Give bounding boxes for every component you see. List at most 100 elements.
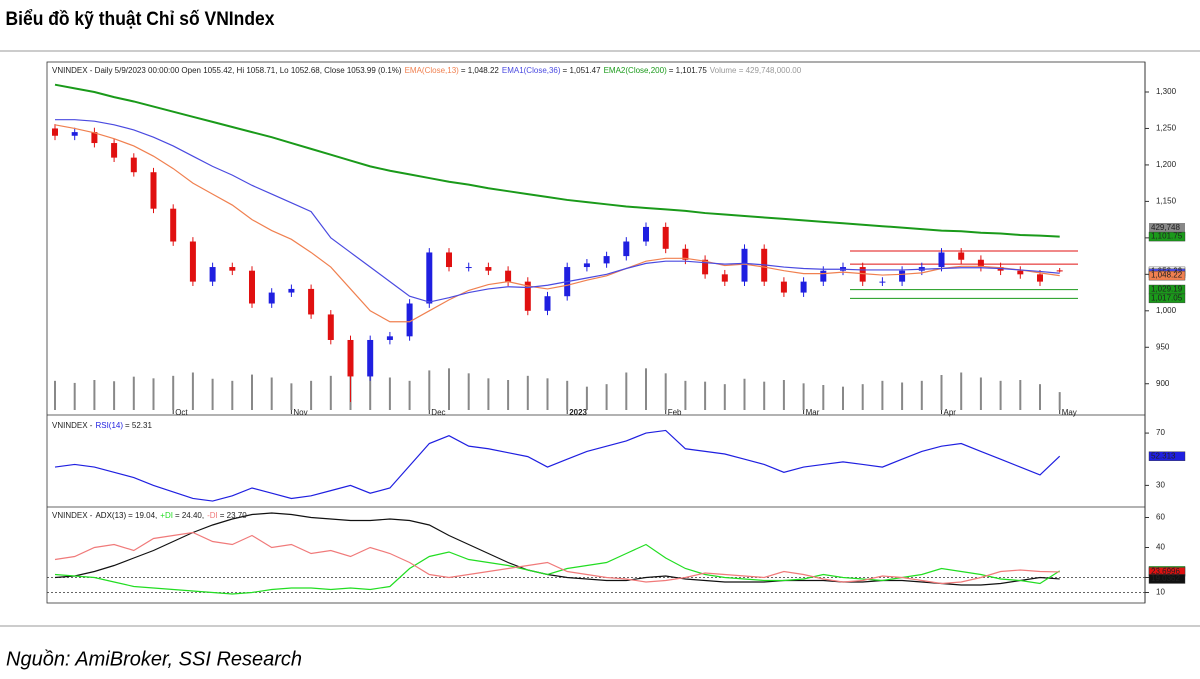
volume-bar <box>723 384 726 410</box>
volume-bar <box>979 377 982 410</box>
candle-body <box>367 339 374 377</box>
y-tick-label: 950 <box>1156 342 1170 351</box>
title: Biểu đồ kỹ thuật Chỉ số VNIndex <box>6 7 276 29</box>
volume-bar <box>684 380 687 410</box>
legend-value: = 1,051.47 <box>563 66 602 75</box>
series-line <box>54 543 1061 595</box>
value-tag-box <box>1148 231 1186 242</box>
volume-bar <box>743 378 746 410</box>
volume-bar <box>487 378 490 410</box>
volume-bar <box>940 375 943 410</box>
candle-body <box>170 208 177 242</box>
volume-bar <box>901 382 904 410</box>
source: Nguồn: AmiBroker, SSI Research <box>6 648 302 670</box>
candle-body <box>308 288 315 315</box>
value-tag: 1,029.19 <box>1151 285 1183 294</box>
volume-bar <box>93 380 96 410</box>
x-tick-label: Apr <box>944 408 957 417</box>
volume-label: Volume = 429,748,000.00 <box>710 66 802 75</box>
label-prefix: VNINDEX - <box>52 421 93 430</box>
value-tag: 1,048.22 <box>1151 271 1183 280</box>
candle-body <box>505 270 512 282</box>
volume-bar <box>152 378 155 410</box>
candle-body <box>899 270 906 282</box>
y-tick-label: 1,300 <box>1156 87 1177 96</box>
volume-bar <box>1058 392 1061 410</box>
volume-bar <box>763 381 766 410</box>
candle-body <box>446 252 452 268</box>
legend-value: = 19.04, <box>128 511 157 520</box>
volume-bar <box>625 372 628 410</box>
legend-value: = 23.70 <box>220 511 247 520</box>
series-line <box>54 531 1060 585</box>
volume-bar <box>822 385 825 410</box>
candle-body <box>209 267 216 282</box>
value-tag-box <box>1148 293 1186 304</box>
y-tick-label: 30 <box>1156 480 1165 489</box>
frame <box>46 61 1146 604</box>
volume-bar <box>1039 384 1041 410</box>
candle-body <box>1056 270 1063 272</box>
candle-body <box>682 248 689 260</box>
x-tick-label: May <box>1062 408 1077 417</box>
candle-body <box>347 339 354 377</box>
volume-bar <box>664 373 667 410</box>
volume-bar <box>842 386 844 410</box>
volume-bar <box>408 380 411 410</box>
volume-bar <box>526 375 529 410</box>
volume-bar <box>310 380 313 410</box>
volume-bar <box>113 381 116 410</box>
y-tick-label: 1,000 <box>1156 306 1177 315</box>
candle-body <box>249 270 255 304</box>
candle-body <box>643 226 649 242</box>
candle-body <box>544 296 551 311</box>
volume-bar <box>369 372 372 410</box>
legend-name: -DI <box>207 511 218 520</box>
legend-value: = 24.40, <box>175 511 204 520</box>
volume-bar <box>960 372 963 410</box>
volume-bar <box>191 372 194 410</box>
candle-body <box>426 252 433 304</box>
volume-bar <box>251 374 253 410</box>
legend-name: EMA1(Close,36) <box>502 66 561 75</box>
volume-bar <box>467 373 470 410</box>
legend-name: +DI <box>160 511 173 520</box>
candle-body <box>583 263 590 268</box>
candle-body <box>958 252 965 260</box>
volume-bar <box>231 380 234 410</box>
volume-bar <box>428 370 431 410</box>
y-tick-label: 1,200 <box>1156 160 1177 169</box>
candle-body <box>603 256 610 264</box>
volume-tag-box <box>1149 223 1185 233</box>
volume-bar <box>1019 380 1022 410</box>
candle-body <box>130 157 137 173</box>
x-tick-label: Mar <box>806 408 820 417</box>
y-tick-label: 900 <box>1156 379 1170 388</box>
candle-body <box>938 252 945 268</box>
volume-bar <box>645 368 647 410</box>
candle-body <box>229 267 236 271</box>
candle-body <box>702 259 709 275</box>
x-tick-label: Dec <box>431 408 445 417</box>
candle-body <box>721 274 728 282</box>
volume-bar <box>861 384 864 410</box>
candle-body <box>820 270 827 282</box>
candle-body <box>623 241 630 257</box>
volume-bar <box>585 386 588 410</box>
legend-name: RSI(14) <box>95 421 123 430</box>
candle-body <box>111 143 118 158</box>
candle-body <box>524 281 531 311</box>
candle-body <box>386 336 393 340</box>
candle-body <box>327 314 334 340</box>
candle-body <box>91 132 98 144</box>
volume-bar <box>999 380 1002 410</box>
series-line <box>54 83 1060 238</box>
value-tag-box <box>1148 451 1186 461</box>
value-tag: 19.0362 <box>1151 574 1180 583</box>
volume-bar <box>881 380 884 410</box>
volume-bar <box>388 377 391 410</box>
candle-body <box>1037 274 1043 282</box>
value-tag: 1,017.05 <box>1151 293 1183 302</box>
